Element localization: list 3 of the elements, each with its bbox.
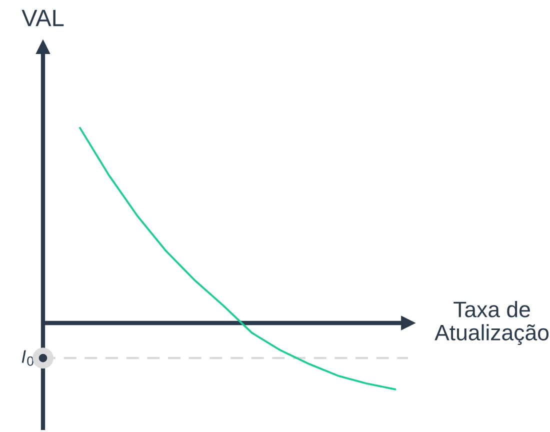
- y-axis-title: VAL: [22, 10, 64, 26]
- x-axis-title: Taxa de Atualização: [434, 301, 549, 345]
- ref-line-label: I$_{0}$: [22, 350, 34, 366]
